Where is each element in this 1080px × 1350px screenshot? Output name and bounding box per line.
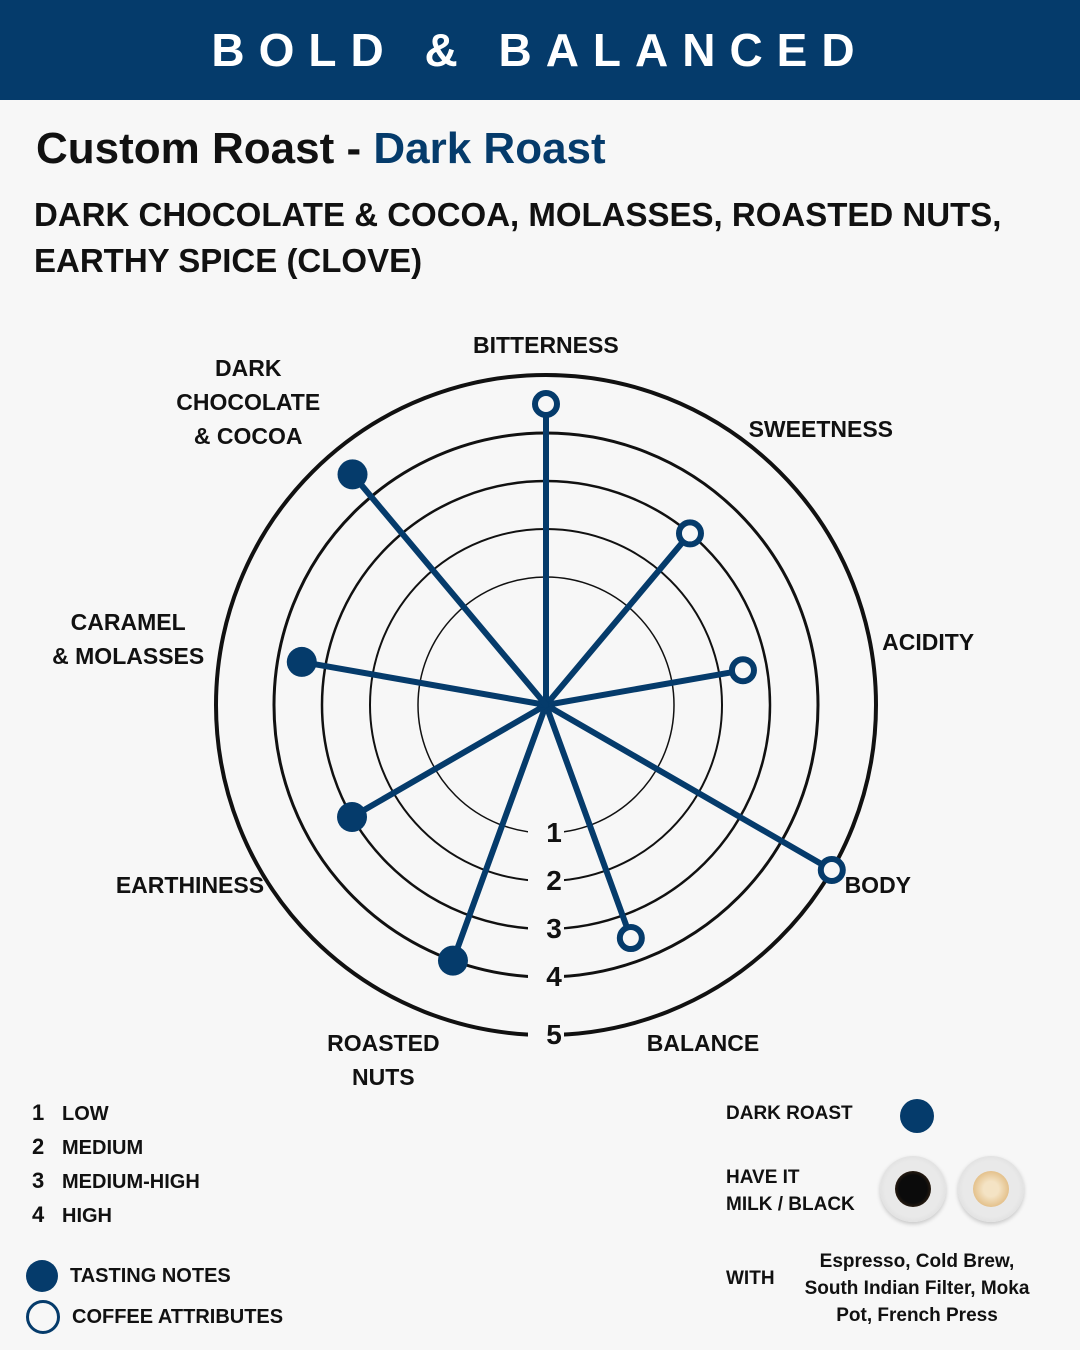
ring-label-bg — [528, 817, 564, 849]
ring-label: 3 — [546, 913, 562, 944]
tasting-note-marker — [437, 945, 468, 976]
tasting-note-marker — [337, 459, 368, 490]
radar-spoke — [449, 702, 549, 964]
attribute-marker — [817, 856, 846, 884]
scale-row: 2 MEDIUM — [32, 1134, 200, 1168]
ring-label: 2 — [546, 865, 562, 896]
roast-label: DARK ROAST — [726, 1103, 853, 1124]
scale-num: 4 — [32, 1202, 45, 1227]
scale-label: HIGH — [62, 1205, 112, 1227]
ring-label: 1 — [546, 817, 562, 848]
scale-legend: 1 LOW 2 MEDIUM 3 MEDIUM-HIGH 4 HIGH — [32, 1100, 200, 1236]
have-it-line2: MILK / BLACK — [726, 1194, 855, 1215]
axis-label: BALANCE — [646, 1030, 760, 1057]
radar-spoke — [543, 702, 634, 942]
legend-attributes-label: COFFEE ATTRIBUTES — [72, 1305, 284, 1328]
ring-label: 4 — [546, 961, 562, 992]
radar-spoke — [298, 658, 549, 708]
tasting-note-marker — [286, 646, 317, 677]
have-it-line1: HAVE IT — [726, 1167, 800, 1188]
ring-label-bg — [528, 865, 564, 897]
scale-row: 1 LOW — [32, 1100, 200, 1134]
scale-num: 3 — [32, 1168, 45, 1193]
radar-spoke — [349, 471, 549, 708]
scale-label: LOW — [62, 1103, 109, 1125]
flavor-notes: DARK CHOCOLATE & COCOA, MOLASSES, ROASTE… — [34, 196, 1002, 279]
black-coffee-cup-icon — [880, 1156, 946, 1222]
axis-label: CARAMEL & MOLASSES — [52, 609, 205, 670]
dark-roast-swatch — [900, 1099, 934, 1133]
title-prefix: Custom Roast - — [36, 124, 374, 173]
radar-spoke — [543, 667, 746, 708]
axis-label: SWEETNESS — [748, 416, 894, 443]
with-label: WITH — [726, 1268, 775, 1289]
scale-num: 1 — [32, 1100, 45, 1125]
open-marker-icon — [26, 1300, 60, 1334]
legend-tasting-notes: TASTING NOTES — [26, 1260, 231, 1292]
scale-num: 2 — [32, 1134, 45, 1159]
axis-label: BODY — [844, 872, 912, 898]
ring-label: 5 — [546, 1019, 562, 1050]
ring-label-bg — [528, 1019, 564, 1051]
ring-label-bg — [528, 961, 564, 993]
scale-row: 4 HIGH — [32, 1202, 200, 1236]
axis-label: BITTERNESS — [473, 332, 619, 358]
page-title: Custom Roast - Dark Roast — [36, 124, 606, 174]
scale-label: MEDIUM — [62, 1137, 144, 1159]
ring-label-bg — [528, 913, 564, 945]
scale-row: 3 MEDIUM-HIGH — [32, 1168, 200, 1202]
filled-marker-icon — [26, 1260, 58, 1292]
milk-coffee-cup-icon — [958, 1156, 1024, 1222]
banner: BOLD & BALANCED — [0, 0, 1080, 100]
attribute-marker — [728, 656, 757, 685]
axis-label: DARK CHOCOLATE & COCOA — [176, 354, 321, 449]
attribute-marker — [616, 924, 645, 953]
radar-spoke — [543, 702, 835, 873]
roast-name: Dark Roast — [373, 124, 606, 173]
axis-label: ROASTED NUTS — [327, 1030, 440, 1091]
banner-title: BOLD & BALANCED — [211, 24, 869, 76]
radar-spoke — [349, 702, 549, 820]
attribute-marker — [675, 519, 704, 548]
attribute-marker — [532, 390, 560, 418]
tasting-note-marker — [337, 802, 368, 832]
have-it-label: HAVE IT MILK / BLACK — [726, 1164, 855, 1218]
radar-chart: 1 2 3 4 5 — [214, 373, 878, 1051]
axis-label: ACIDITY — [882, 629, 975, 656]
brew-methods: Espresso, Cold Brew, South Indian Filter… — [804, 1251, 1030, 1326]
radar-spoke — [543, 530, 693, 708]
legend-tasting-label: TASTING NOTES — [70, 1264, 231, 1287]
legend-coffee-attributes: COFFEE ATTRIBUTES — [26, 1300, 283, 1334]
scale-label: MEDIUM-HIGH — [62, 1171, 200, 1193]
axis-label: EARTHINESS — [115, 872, 265, 898]
